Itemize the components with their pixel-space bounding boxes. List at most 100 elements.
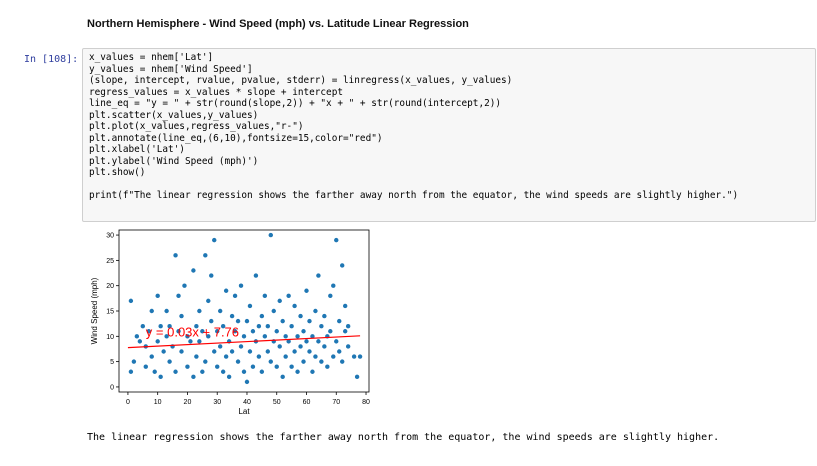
data-point bbox=[292, 303, 297, 309]
scatter-figure: 0 10 20 30 40 50 60 70 80 0 5 10 15 20 25 30 y = 0.03x… bbox=[85, 228, 375, 428]
y-tick-label: 10 bbox=[106, 334, 114, 341]
y-tick-label: 0 bbox=[110, 384, 114, 391]
data-point bbox=[155, 293, 160, 299]
code-cell[interactable]: x_values = nhem['Lat'] y_values = nhem['W… bbox=[82, 48, 816, 222]
data-point bbox=[345, 344, 351, 349]
data-point bbox=[277, 344, 282, 349]
data-point bbox=[283, 334, 288, 339]
data-point bbox=[188, 339, 193, 344]
data-point bbox=[194, 354, 199, 359]
data-point bbox=[203, 359, 208, 364]
data-point bbox=[197, 339, 202, 344]
data-point bbox=[232, 329, 238, 334]
data-point bbox=[215, 329, 220, 334]
code-line: plt.plot(x_values,regress_values,"r-") bbox=[89, 121, 304, 132]
data-point bbox=[197, 308, 202, 314]
data-point bbox=[351, 354, 357, 359]
x-tick-label: 70 bbox=[332, 399, 340, 406]
data-point bbox=[301, 329, 306, 334]
data-point bbox=[229, 349, 235, 354]
code-line: plt.ylabel('Wind Speed (mph)') bbox=[89, 155, 259, 167]
data-point bbox=[164, 334, 169, 339]
data-point bbox=[167, 323, 172, 329]
data-point bbox=[316, 273, 321, 278]
cell-prompt: In [108]: bbox=[24, 54, 79, 65]
code-line: line_eq = "y = " + str(round(slope,2)) +… bbox=[89, 98, 502, 109]
x-tick-label: 60 bbox=[303, 399, 311, 406]
x-tick-label: 10 bbox=[154, 399, 162, 406]
plot-area bbox=[118, 229, 370, 393]
data-point bbox=[152, 369, 157, 374]
data-point bbox=[167, 359, 172, 364]
data-point bbox=[206, 334, 211, 339]
data-point bbox=[229, 313, 235, 319]
y-axis-label: Wind Speed (mph) bbox=[90, 277, 99, 344]
data-point bbox=[342, 329, 348, 334]
code-line: regress_values = x_values * slope + inte… bbox=[89, 86, 343, 98]
data-point bbox=[262, 334, 268, 339]
data-point bbox=[217, 344, 223, 349]
data-point bbox=[241, 369, 247, 374]
x-tick-label: 20 bbox=[184, 399, 192, 406]
data-point bbox=[217, 308, 223, 314]
y-tick-label: 30 bbox=[106, 233, 114, 240]
data-point bbox=[253, 273, 259, 278]
data-point bbox=[226, 374, 232, 380]
data-point bbox=[185, 364, 190, 369]
data-point bbox=[354, 374, 360, 380]
data-point bbox=[164, 308, 169, 314]
data-point bbox=[250, 364, 256, 369]
x-tick-label: 40 bbox=[243, 399, 251, 406]
data-point bbox=[262, 293, 268, 299]
data-point bbox=[316, 339, 321, 344]
data-point bbox=[212, 237, 217, 243]
data-point bbox=[128, 298, 134, 304]
data-point bbox=[244, 318, 250, 324]
data-point bbox=[232, 293, 238, 299]
data-point bbox=[241, 334, 247, 339]
x-axis-label: Lat bbox=[238, 407, 250, 416]
data-point bbox=[212, 349, 217, 354]
data-point bbox=[319, 323, 324, 329]
code-line: plt.scatter(x_values,y_values) bbox=[89, 109, 259, 121]
data-point bbox=[328, 293, 333, 299]
data-point bbox=[149, 354, 154, 359]
data-point bbox=[176, 293, 181, 299]
data-point bbox=[200, 369, 205, 374]
x-tick-label: 50 bbox=[273, 399, 281, 406]
x-tick-label: 0 bbox=[126, 399, 130, 406]
data-point bbox=[203, 253, 208, 258]
data-point bbox=[235, 318, 241, 324]
code-blank-line bbox=[89, 179, 738, 191]
code-line: y_values = nhem['Wind Speed'] bbox=[89, 63, 253, 75]
data-point bbox=[143, 364, 148, 369]
data-point bbox=[313, 308, 318, 314]
x-axis-ticks: 0 10 20 30 40 50 60 70 80 bbox=[126, 392, 370, 406]
data-point bbox=[176, 329, 181, 334]
data-point bbox=[173, 369, 178, 374]
data-point bbox=[289, 364, 294, 369]
data-point bbox=[179, 349, 184, 354]
regression-line bbox=[127, 335, 361, 349]
data-point bbox=[283, 354, 288, 359]
data-point bbox=[265, 349, 271, 354]
y-axis-ticks: 0 5 10 15 20 25 30 bbox=[106, 233, 119, 391]
data-point bbox=[304, 339, 309, 344]
cell-output: The linear regression shows the farther … bbox=[87, 432, 720, 443]
code-line: plt.show() bbox=[89, 167, 146, 178]
data-point bbox=[131, 359, 137, 364]
data-point bbox=[313, 354, 318, 359]
data-point bbox=[328, 329, 333, 334]
data-point bbox=[149, 308, 154, 314]
x-tick-label: 30 bbox=[213, 399, 221, 406]
data-point bbox=[209, 273, 214, 278]
data-point bbox=[223, 288, 229, 293]
data-point bbox=[301, 359, 306, 364]
data-point bbox=[298, 344, 303, 349]
data-point bbox=[274, 364, 279, 369]
data-point bbox=[322, 313, 327, 319]
data-point bbox=[256, 323, 262, 329]
data-point bbox=[334, 339, 339, 344]
code-editor[interactable]: x_values = nhem['Lat'] y_values = nhem['W… bbox=[89, 52, 738, 202]
data-point bbox=[319, 359, 324, 364]
